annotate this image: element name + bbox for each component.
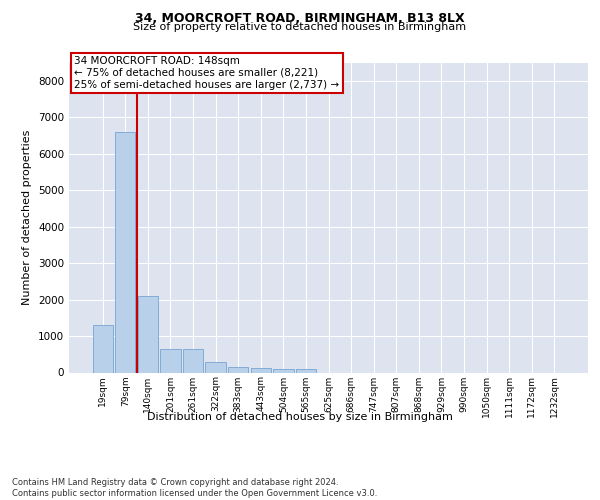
Text: 34 MOORCROFT ROAD: 148sqm
← 75% of detached houses are smaller (8,221)
25% of se: 34 MOORCROFT ROAD: 148sqm ← 75% of detac… [74,56,340,90]
Bar [228,368,248,372]
Bar [92,325,113,372]
Bar [273,370,293,372]
Text: Size of property relative to detached houses in Birmingham: Size of property relative to detached ho… [133,22,467,32]
Bar [251,368,271,372]
Bar [138,296,158,372]
Bar [160,349,181,372]
Bar [296,370,316,372]
Bar [115,132,136,372]
Bar [205,362,226,372]
Text: Contains HM Land Registry data © Crown copyright and database right 2024.
Contai: Contains HM Land Registry data © Crown c… [12,478,377,498]
Y-axis label: Number of detached properties: Number of detached properties [22,130,32,305]
Text: 34, MOORCROFT ROAD, BIRMINGHAM, B13 8LX: 34, MOORCROFT ROAD, BIRMINGHAM, B13 8LX [135,12,465,24]
Text: Distribution of detached houses by size in Birmingham: Distribution of detached houses by size … [147,412,453,422]
Bar [183,349,203,372]
